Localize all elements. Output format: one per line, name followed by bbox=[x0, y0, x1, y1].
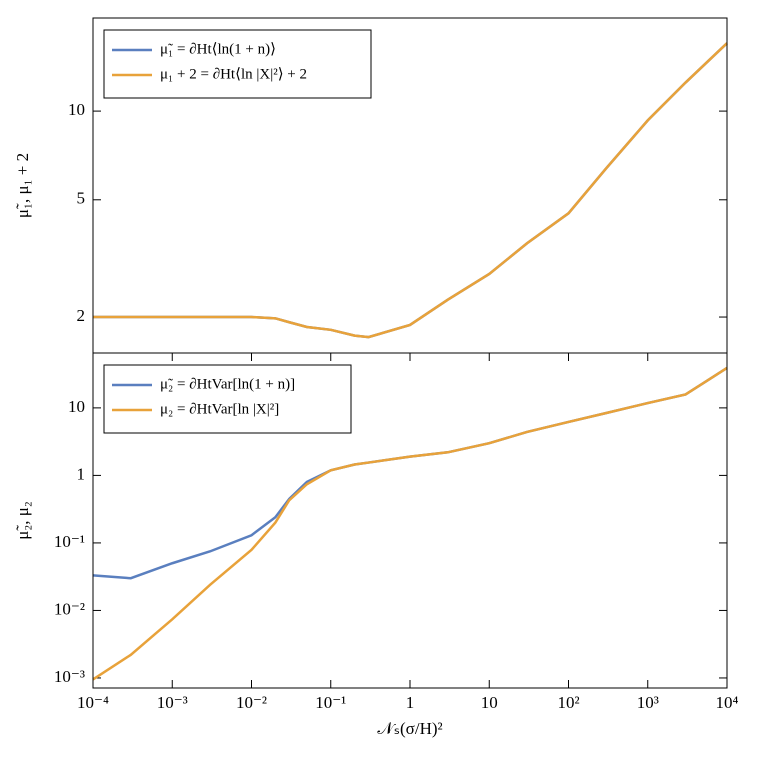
x-tick-label: 10⁻² bbox=[236, 693, 267, 712]
y-tick-label: 2 bbox=[77, 306, 86, 325]
y-tick-label: 10⁻¹ bbox=[54, 532, 85, 551]
x-tick-label: 10² bbox=[557, 693, 579, 712]
x-axis-label: 𝒩ₛ(σ/H)² bbox=[377, 719, 442, 738]
legend-text: μ₁ + 2 = ∂Ht⟨ln |X|²⟩ + 2 bbox=[160, 66, 307, 82]
x-tick-label: 10⁻³ bbox=[157, 693, 188, 712]
series-line bbox=[92, 366, 728, 681]
y-tick-label: 10⁻² bbox=[54, 599, 85, 618]
y-tick-label: 1 bbox=[77, 464, 86, 483]
x-tick-label: 10⁻⁴ bbox=[77, 693, 109, 712]
y-tick-label: 10 bbox=[68, 397, 85, 416]
series-line bbox=[93, 42, 728, 339]
x-tick-label: 10³ bbox=[637, 693, 659, 712]
y-axis-label: μ̃₂, μ₂ bbox=[13, 501, 32, 540]
y-tick-label: 10 bbox=[68, 100, 85, 119]
y-tick-label: 5 bbox=[77, 189, 86, 208]
x-tick-label: 10 bbox=[481, 693, 498, 712]
x-tick-label: 1 bbox=[406, 693, 415, 712]
legend-box bbox=[103, 29, 372, 99]
plot-frame bbox=[92, 352, 728, 689]
x-tick-label: 10⁴ bbox=[716, 693, 739, 712]
y-tick-label: 10⁻³ bbox=[54, 667, 85, 686]
legend-text: μ̃₂ = ∂HtVar[ln(1 + n)] bbox=[160, 376, 295, 392]
y-axis-label: μ̃₁, μ₁ + 2 bbox=[13, 153, 32, 218]
legend-text: μ̃₁ = ∂Ht⟨ln(1 + n)⟩ bbox=[160, 41, 276, 57]
legend-text: μ₂ = ∂HtVar[ln |X|²] bbox=[160, 401, 279, 417]
legend-box bbox=[103, 364, 352, 434]
x-tick-label: 10⁻¹ bbox=[315, 693, 346, 712]
